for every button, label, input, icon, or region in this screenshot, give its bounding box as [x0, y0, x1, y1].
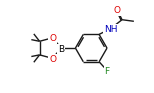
Text: O: O: [49, 34, 56, 43]
Text: F: F: [104, 67, 110, 76]
Text: NH: NH: [104, 25, 118, 34]
Text: O: O: [114, 6, 121, 15]
Text: O: O: [49, 55, 56, 64]
Text: B: B: [58, 45, 64, 54]
